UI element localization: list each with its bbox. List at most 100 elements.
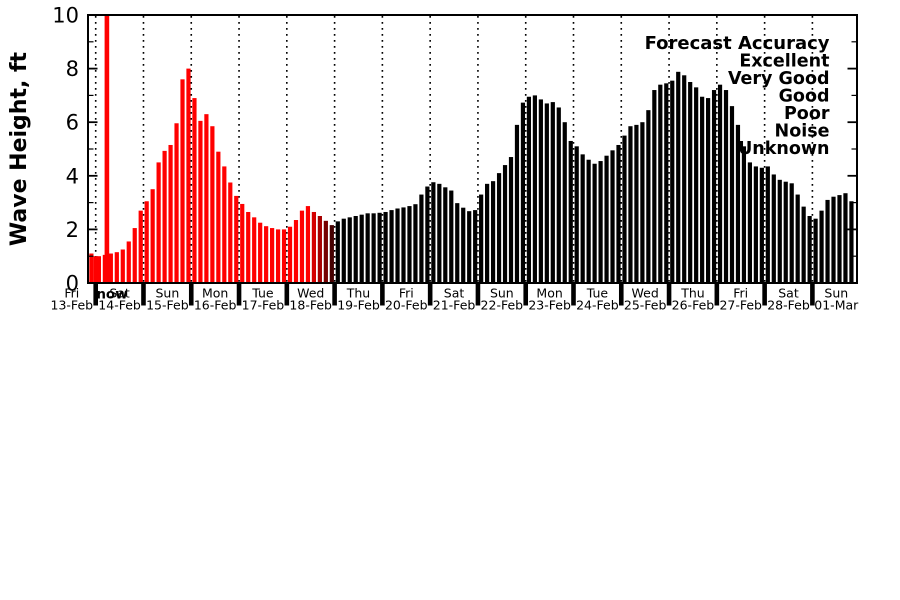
wave-height-bar	[514, 124, 520, 283]
date-label: 18-Feb	[289, 298, 332, 313]
date-label: 26-Feb	[672, 298, 715, 313]
x-axis-labels: Fri13-FebSat14-FebSun15-FebMon16-FebTue1…	[51, 286, 860, 313]
wave-height-bar	[413, 204, 418, 283]
wave-height-bar	[628, 126, 633, 283]
day-boundary-tick	[523, 283, 529, 306]
y-tick-label: 4	[66, 164, 79, 188]
date-label: 20-Feb	[385, 298, 428, 313]
wave-height-bar	[198, 120, 203, 283]
wave-height-bar	[580, 154, 585, 283]
wave-height-bar	[305, 206, 311, 283]
day-boundary-tick	[666, 283, 672, 306]
wave-height-bar	[425, 186, 430, 283]
wave-height-bar	[120, 249, 125, 283]
wave-height-bar	[544, 103, 549, 283]
wave-height-bar	[664, 83, 669, 283]
wave-height-bar	[222, 166, 227, 283]
axis-ticks	[89, 41, 856, 306]
legend-title: Forecast Accuracy	[645, 33, 830, 54]
wave-height-bar	[807, 216, 812, 283]
wave-height-bar	[246, 211, 251, 283]
day-name-label: Wed	[297, 286, 324, 301]
legend-entry-excellent: Excellent	[739, 52, 829, 72]
wave-height-bar	[114, 252, 119, 283]
wave-height-bar	[759, 167, 764, 283]
wave-height-bar	[108, 253, 113, 283]
day-name-label: Thu	[680, 286, 704, 301]
wave-height-bar	[371, 213, 376, 283]
wave-height-bar	[216, 151, 221, 283]
wave-height-bar	[556, 107, 561, 284]
wave-height-bar	[461, 207, 466, 283]
y-tick-label: 0	[66, 272, 79, 296]
now-marker	[104, 15, 110, 283]
wave-height-bar	[473, 210, 478, 283]
wave-height-bar	[419, 194, 424, 283]
day-boundary-tick	[571, 283, 576, 306]
wave-height-bar	[777, 179, 782, 283]
wave-height-bar	[586, 159, 591, 283]
day-name-label: Sun	[155, 286, 179, 301]
wave-height-bar	[550, 102, 555, 283]
date-label: 22-Feb	[481, 298, 524, 313]
date-label: 13-Feb	[51, 298, 94, 313]
wave-height-bar	[735, 124, 741, 283]
wave-height-bars	[89, 68, 854, 284]
wave-height-bar	[401, 207, 406, 283]
wave-height-bar	[490, 181, 496, 283]
day-name-label: Fri	[64, 286, 79, 301]
wave-height-bar	[377, 212, 382, 283]
wave-height-bar	[765, 166, 770, 283]
wave-height-bar	[562, 122, 567, 283]
wave-height-bar	[359, 214, 364, 283]
y-tick-label: 2	[66, 218, 79, 242]
wave-height-bar	[264, 226, 269, 283]
day-boundary-tick	[141, 283, 146, 306]
wave-height-bar	[252, 217, 257, 283]
wave-height-bar	[532, 95, 537, 284]
wave-height-bar	[526, 96, 532, 284]
wave-height-bar	[437, 183, 442, 283]
wave-height-bar	[240, 203, 245, 283]
wave-height-bar	[705, 98, 711, 283]
date-label: 17-Feb	[242, 298, 285, 313]
date-label: 28-Feb	[767, 298, 810, 313]
day-boundary-tick	[332, 283, 337, 306]
day-boundary-tick	[475, 283, 481, 306]
date-label: 25-Feb	[624, 298, 667, 313]
wave-height-bar	[652, 90, 657, 283]
legend-entry-very-good: Very Good	[728, 69, 830, 89]
wave-height-bar	[741, 146, 747, 283]
wave-height-bar	[616, 144, 621, 283]
date-label: 15-Feb	[146, 298, 189, 313]
wave-height-bar	[204, 114, 209, 283]
date-label: 14-Feb	[98, 298, 141, 313]
wave-height-bar	[347, 217, 352, 283]
day-name-label: Fri	[399, 286, 414, 301]
wave-height-bar	[538, 99, 543, 283]
wave-height-bar	[431, 182, 436, 283]
wave-height-bar	[502, 165, 508, 283]
wave-height-bar	[711, 90, 717, 283]
legend-entry-poor: Poor	[784, 104, 830, 124]
plot-border	[87, 14, 858, 284]
day-name-label: Sat	[109, 286, 130, 301]
wave-height-bar	[449, 190, 454, 283]
y-tick-label: 6	[66, 111, 79, 135]
wave-height-bar	[747, 162, 753, 283]
wave-height-bar	[293, 220, 299, 283]
wave-height-bar	[485, 183, 490, 283]
wave-height-bar	[658, 84, 663, 284]
wave-height-bar	[275, 229, 281, 283]
wave-height-bar	[210, 126, 215, 283]
day-boundary-tick	[714, 283, 720, 306]
wave-height-bar	[508, 157, 514, 283]
wave-height-bar	[186, 68, 191, 283]
wave-height-bar	[96, 256, 101, 283]
legend-entry-unknown: Unknown	[738, 139, 829, 159]
wave-height-bar	[138, 210, 143, 283]
day-boundary-tick	[93, 283, 98, 306]
wave-height-bar	[801, 206, 806, 283]
